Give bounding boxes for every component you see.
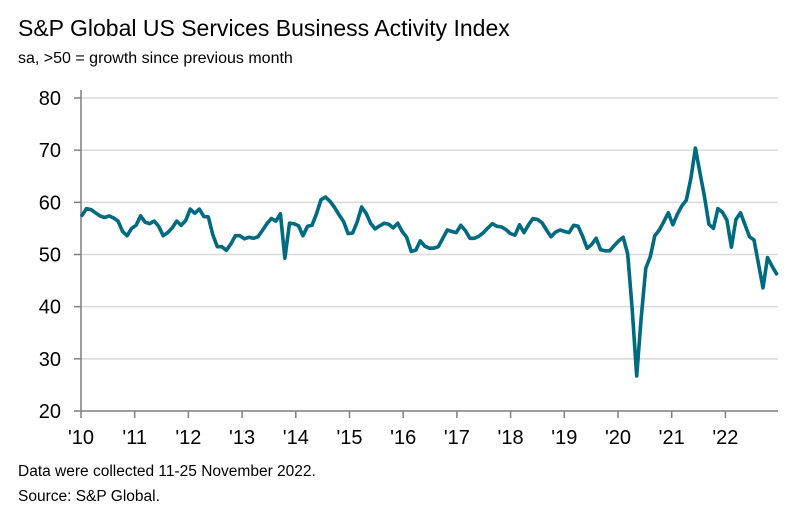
source-note: Source: S&P Global. [18,488,160,505]
x-tick-label: '14 [283,427,309,449]
x-tick-label: '10 [68,427,94,449]
data-collection-note: Data were collected 11-25 November 2022. [18,463,316,480]
x-tick-label: '11 [122,427,147,449]
gridlines [81,97,778,360]
x-tick-label: '17 [444,427,470,449]
chart-title: S&P Global US Services Business Activity… [18,15,510,41]
x-tick-label: '19 [551,427,577,449]
y-tick-label: 40 [39,297,61,319]
y-tick-label: 80 [39,88,61,110]
series-lines [80,146,779,378]
x-tick-label: '18 [498,427,524,449]
x-tick-label: '16 [390,427,416,449]
y-tick-label: 60 [39,192,61,214]
x-tick-label: '21 [659,427,685,449]
x-tick-label: '20 [605,427,631,449]
x-tick-label: '13 [229,427,255,449]
y-tick-label: 20 [39,401,61,423]
chart-subtitle: sa, >50 = growth since previous month [18,50,293,67]
y-tick-label: 50 [39,245,61,267]
y-tick-label: 30 [39,349,61,371]
x-tick-label: '22 [712,427,738,449]
series-line [80,146,779,378]
x-axis: '10 '11 '12 '13 '14 '15 '16 '17 '18 '19 '20 '21 '22 [68,410,778,449]
y-axis: 20 30 40 50 60 70 80 [39,88,82,423]
x-tick-label: '12 [175,427,201,449]
y-tick-label: 70 [39,140,61,162]
x-tick-label: '15 [336,427,362,449]
